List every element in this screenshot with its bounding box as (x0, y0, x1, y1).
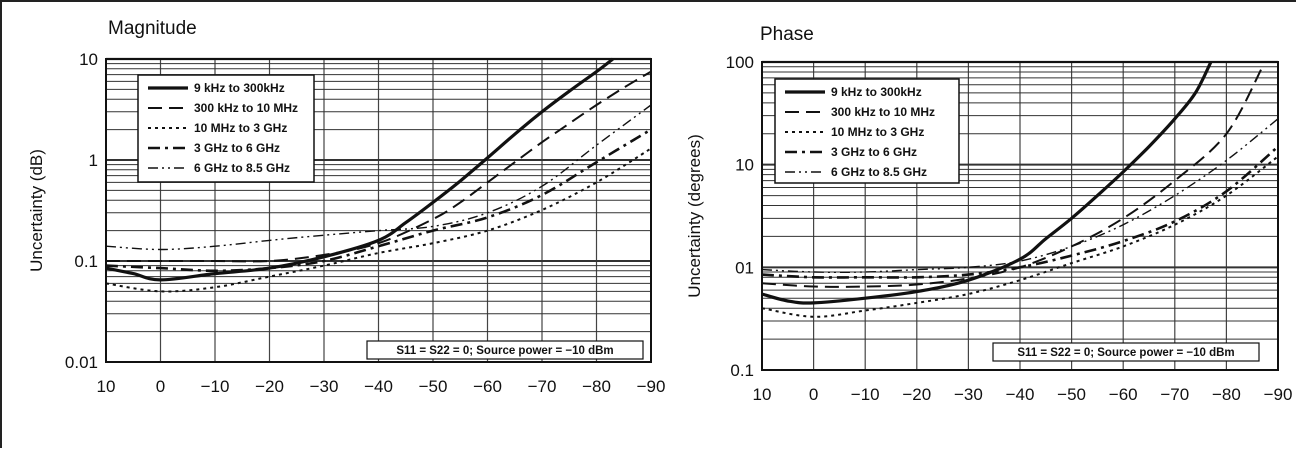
x-tick-label: −50 (419, 377, 448, 396)
series-line-dot (105, 147, 652, 293)
plot-area-border (105, 58, 652, 363)
x-tick-label: −30 (310, 377, 339, 396)
x-tick-label: 0 (809, 385, 818, 404)
y-tick-label: 0.1 (74, 252, 98, 271)
x-tick-label: −80 (1212, 385, 1241, 404)
y-tick-label: 0.1 (730, 361, 754, 380)
y-tick-label: 1 (89, 151, 98, 170)
x-tick-label: −60 (1109, 385, 1138, 404)
x-tick-label: −90 (1264, 385, 1293, 404)
x-tick-label: 10 (97, 377, 116, 396)
x-tick-label: −40 (1006, 385, 1035, 404)
y-tick-label: 01 (735, 258, 754, 277)
legend-box (774, 78, 960, 184)
chart-1: Magnitude Uncertainty (dB) 0.01 0.1 1 10 10 0 −1… (27, 18, 665, 396)
legend-label: 10 MHz to 3 GHz (194, 121, 287, 135)
x-tick-label: −20 (255, 377, 284, 396)
x-tick-label: −50 (1057, 385, 1086, 404)
series-line-dashdotdot (105, 104, 652, 251)
annotation-text: S11 = S22 = 0; Source power = −10 dBm (1017, 347, 1234, 359)
legend-label: 9 kHz to 300kHz (831, 85, 922, 99)
x-tick-label: −30 (954, 385, 983, 404)
series-line-dot (761, 155, 1279, 318)
x-tick-label: −90 (637, 377, 666, 396)
legend-label: 6 GHz to 8.5 GHz (831, 165, 927, 179)
series-line-solid (761, 61, 1213, 305)
x-tick-label: −80 (582, 377, 611, 396)
legend-label: 3 GHz to 6 GHz (831, 145, 917, 159)
legend-label: 9 kHz to 300kHz (194, 81, 285, 95)
y-tick-label: 10 (79, 50, 98, 69)
annotation-box (366, 340, 644, 360)
y-axis-label: Uncertainty (dB) (27, 149, 46, 272)
chart-title: Magnitude (108, 18, 197, 39)
series-line-dashdot (761, 145, 1279, 279)
legend-label: 6 GHz to 8.5 GHz (194, 161, 290, 175)
x-tick-label: −60 (473, 377, 502, 396)
chart-title: Phase (760, 24, 814, 45)
legend-label: 10 MHz to 3 GHz (831, 125, 924, 139)
legend-label: 300 kHz to 10 MHz (194, 101, 298, 115)
legend-label: 300 kHz to 10 MHz (831, 105, 935, 119)
x-tick-label: −20 (902, 385, 931, 404)
series-line-dashdot (105, 128, 652, 273)
x-tick-label: −10 (201, 377, 230, 396)
x-tick-label: 10 (753, 385, 772, 404)
y-tick-label: 0.01 (65, 353, 98, 372)
x-tick-label: 0 (156, 377, 165, 396)
plot-area-border (761, 61, 1279, 371)
legend-label: 3 GHz to 6 GHz (194, 141, 280, 155)
y-axis-label: Uncertainty (degrees) (685, 134, 704, 297)
series-line-dashdotdot (761, 118, 1279, 273)
x-tick-label: −10 (851, 385, 880, 404)
series-line-dash (106, 70, 652, 263)
series-line-solid (105, 57, 614, 282)
y-tick-label: 10 (735, 156, 754, 175)
legend-box (137, 74, 315, 183)
annotation-box (992, 342, 1260, 362)
x-tick-label: −70 (1160, 385, 1189, 404)
y-tick-label: 100 (726, 53, 754, 72)
x-tick-label: −40 (364, 377, 393, 396)
x-tick-label: −70 (528, 377, 557, 396)
annotation-text: S11 = S22 = 0; Source power = −10 dBm (396, 345, 613, 357)
